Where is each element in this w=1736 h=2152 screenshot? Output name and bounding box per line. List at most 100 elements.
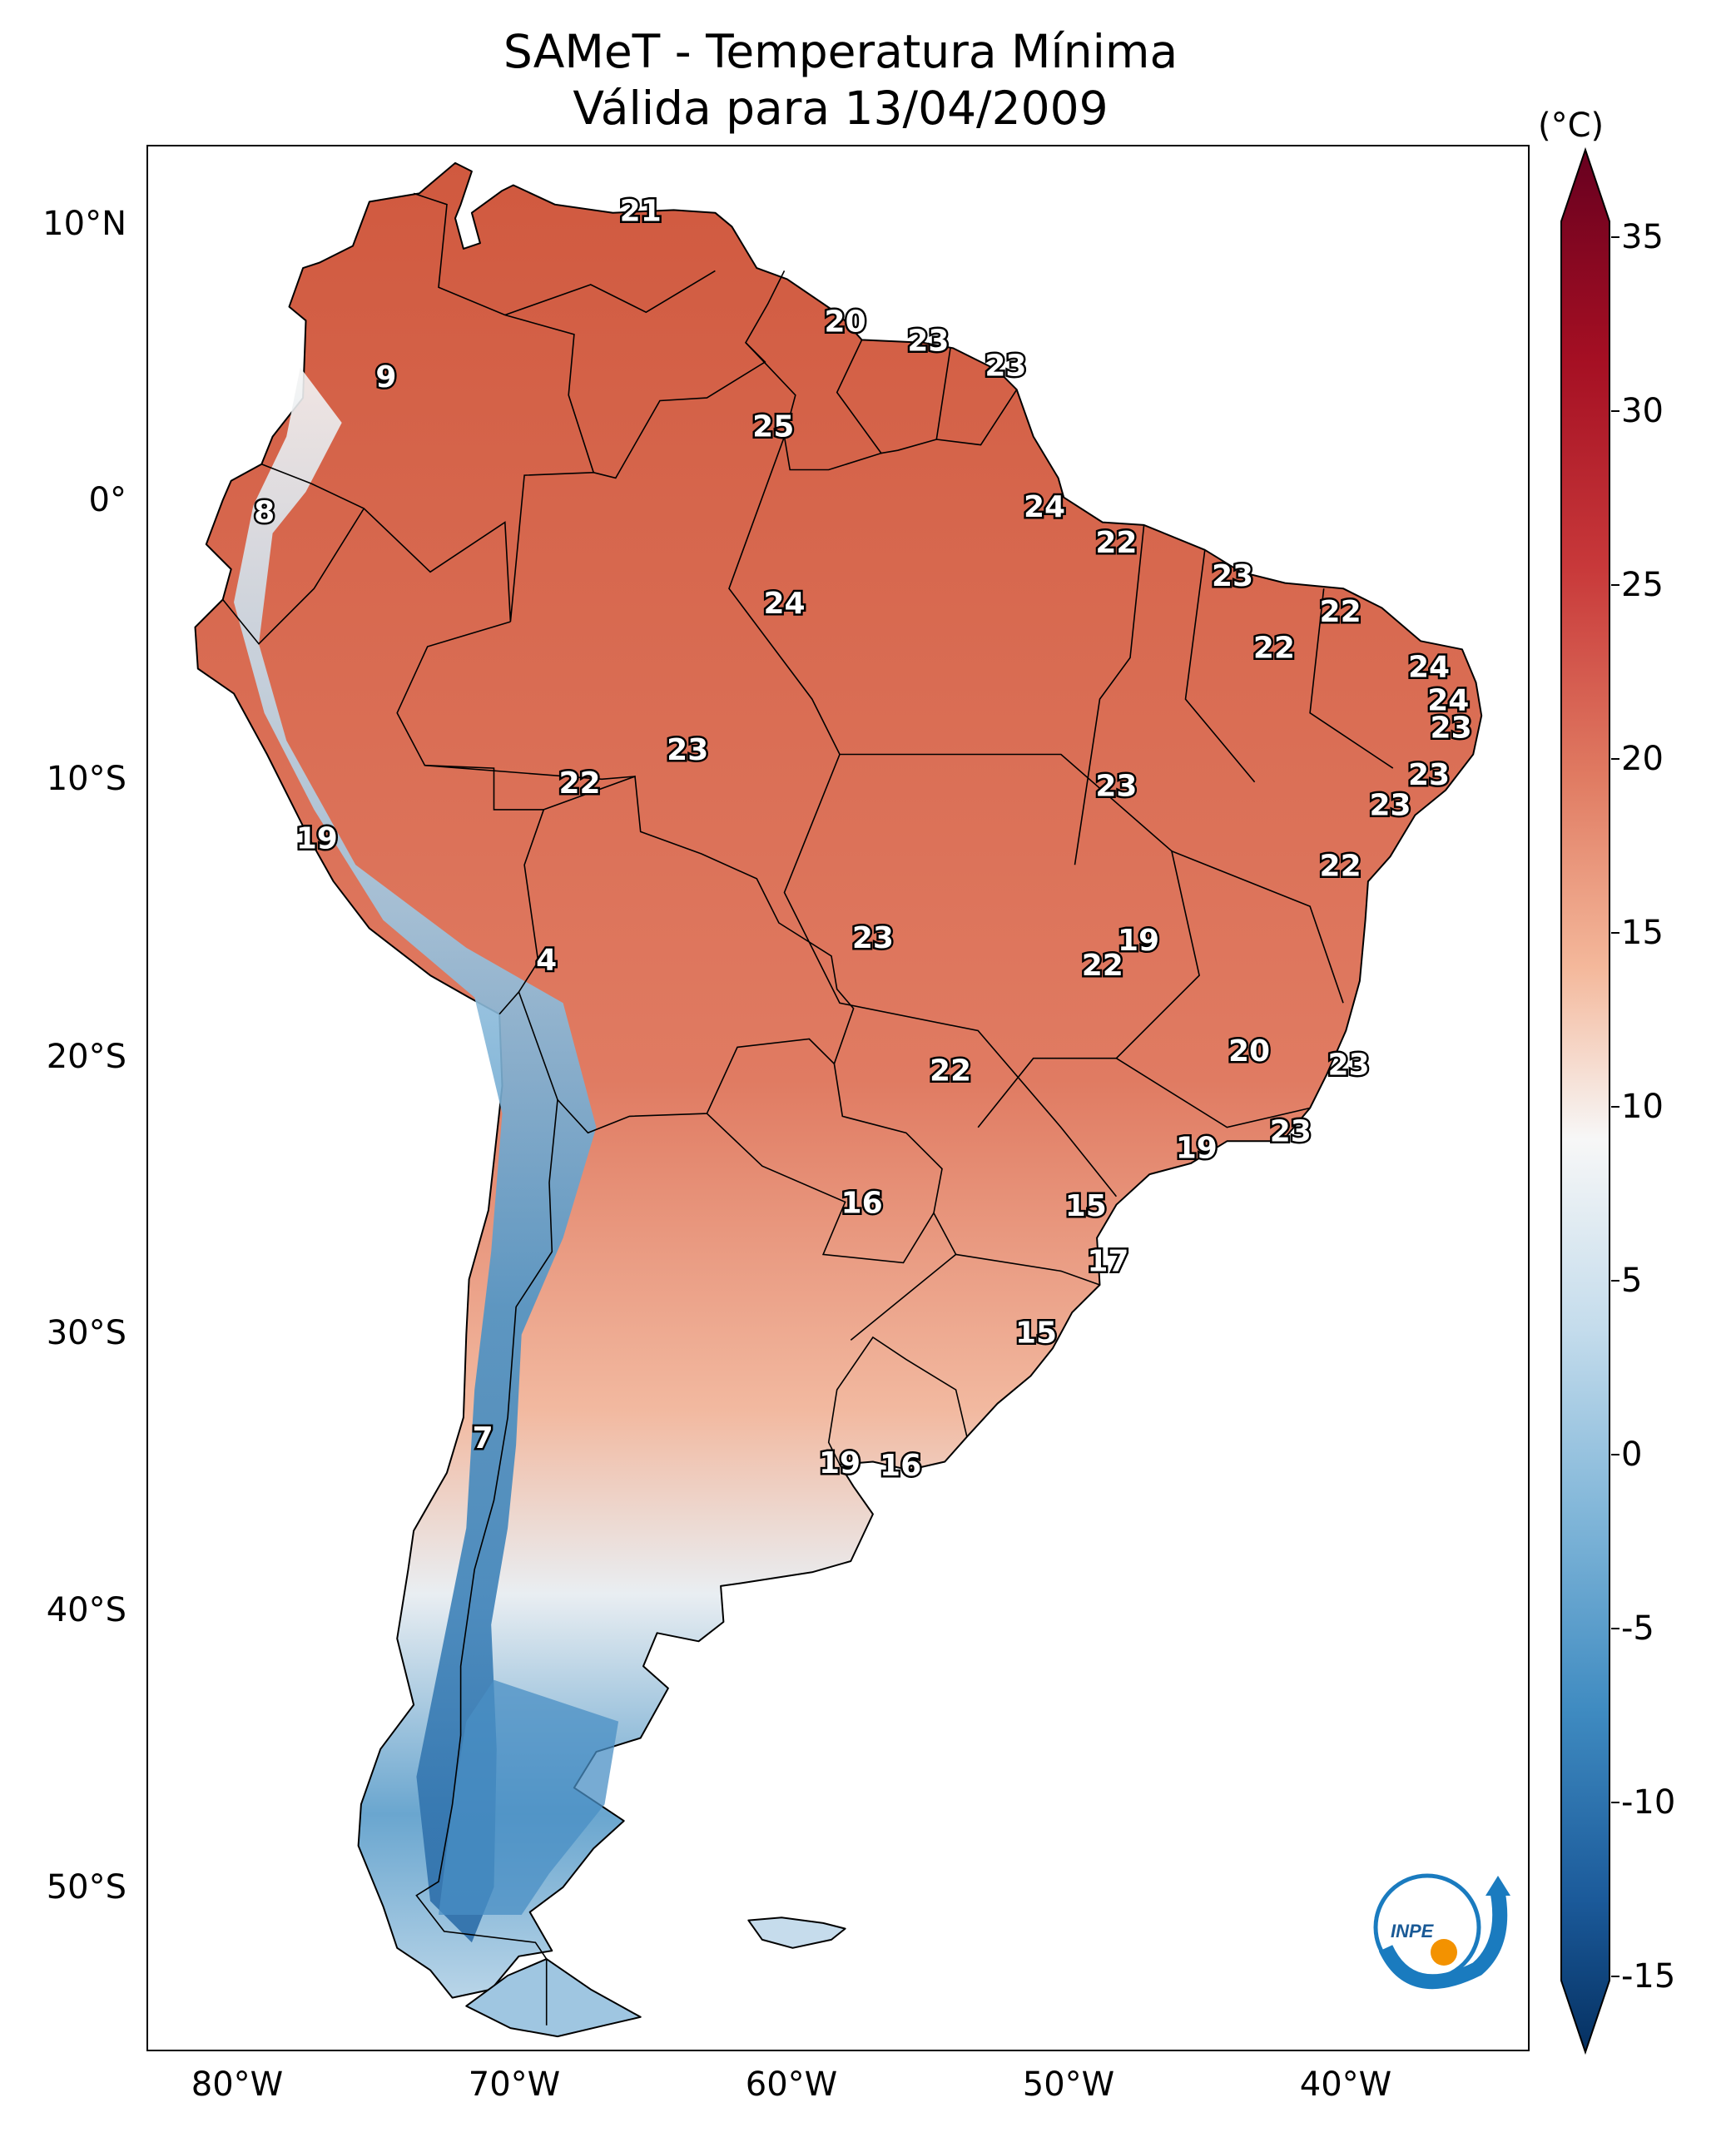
country-border bbox=[1171, 850, 1344, 1004]
cbar-tick bbox=[1611, 1454, 1619, 1455]
temperature-value-label: 21 bbox=[620, 195, 662, 229]
temperature-value-label: 22 bbox=[930, 1054, 971, 1088]
cbar-label-35: 35 bbox=[1621, 218, 1664, 256]
cbar-tick bbox=[1611, 932, 1619, 934]
cbar-label-5: 5 bbox=[1621, 1262, 1643, 1300]
temperature-value-label: 16 bbox=[880, 1449, 921, 1483]
title-line-1: SAMeT - Temperatura Mínima bbox=[503, 25, 1178, 78]
colorbar-unit: (°C) bbox=[1538, 107, 1605, 145]
land-layer bbox=[194, 161, 1483, 2038]
temperature-value-label: 17 bbox=[1087, 1244, 1128, 1278]
country-border bbox=[783, 754, 1118, 1197]
cbar-tick bbox=[1611, 758, 1619, 760]
temperature-value-label: 19 bbox=[1118, 924, 1159, 958]
country-border bbox=[1184, 549, 1256, 783]
country-border bbox=[1309, 588, 1394, 769]
country-border bbox=[518, 991, 835, 1134]
temperature-value-label: 4 bbox=[536, 944, 557, 978]
cbar-tick bbox=[1611, 1106, 1619, 1108]
cbar-tick bbox=[1611, 1802, 1619, 1803]
temperature-value-label: 24 bbox=[1408, 651, 1450, 685]
country-border bbox=[504, 270, 716, 316]
temperature-value-label: 23 bbox=[1095, 769, 1137, 803]
temperature-value-label: 24 bbox=[763, 587, 805, 621]
country-border bbox=[745, 340, 883, 471]
colorbar bbox=[1560, 146, 1610, 2055]
lon-label-40w: 40°W bbox=[1299, 2065, 1392, 2104]
lat-label-50s: 50°S bbox=[46, 1868, 126, 1907]
temperature-value-label: 23 bbox=[985, 350, 1026, 384]
country-borders-layer bbox=[222, 192, 1394, 2026]
lat-label-30s: 30°S bbox=[46, 1314, 126, 1352]
lat-label-10n: 10°N bbox=[42, 205, 126, 243]
colorbar-fill bbox=[1560, 146, 1610, 2055]
country-border bbox=[222, 508, 365, 645]
tierra-del-fuego bbox=[465, 1958, 642, 2038]
temperature-value-label: 8 bbox=[254, 496, 275, 530]
logo-arc bbox=[1378, 1892, 1508, 1990]
cbar-label-0: 0 bbox=[1621, 1435, 1643, 1474]
temperature-value-label: 19 bbox=[1176, 1131, 1218, 1165]
cbar-label-25: 25 bbox=[1621, 566, 1664, 604]
temperature-value-label: 20 bbox=[1228, 1034, 1270, 1069]
temperature-value-label: 16 bbox=[841, 1187, 883, 1221]
temperature-value-label: 19 bbox=[296, 821, 338, 855]
temperature-value-label: 15 bbox=[1015, 1316, 1057, 1351]
cbar-tick bbox=[1611, 1628, 1619, 1629]
map-title: SAMeT - Temperatura Mínima Válida para 1… bbox=[150, 23, 1531, 136]
lat-label-20s: 20°S bbox=[46, 1038, 126, 1076]
country-border bbox=[261, 464, 594, 622]
patagonia-cold-area bbox=[439, 1679, 619, 1915]
country-border bbox=[955, 1253, 1100, 1286]
temperature-value-label: 23 bbox=[1270, 1114, 1312, 1148]
country-border bbox=[827, 1336, 968, 1465]
country-border bbox=[706, 1064, 943, 1264]
country-border bbox=[396, 621, 545, 1015]
lon-label-80w: 80°W bbox=[191, 2065, 284, 2104]
title-line-2: Válida para 13/04/2009 bbox=[573, 82, 1109, 135]
cbar-tick bbox=[1611, 236, 1619, 238]
logo-arrow bbox=[1486, 1876, 1510, 1896]
temperature-value-label: 22 bbox=[1320, 595, 1362, 629]
country-border bbox=[728, 436, 1200, 1128]
cbar-label-10: 10 bbox=[1621, 1088, 1664, 1126]
cbar-label-minus10: -10 bbox=[1621, 1783, 1676, 1822]
country-border bbox=[543, 775, 855, 1064]
lon-label-70w: 70°W bbox=[468, 2065, 561, 2104]
temperature-value-label: 23 bbox=[852, 921, 894, 955]
temperature-value-label: 19 bbox=[819, 1446, 861, 1480]
lat-label-0: 0° bbox=[88, 481, 126, 519]
cbar-tick bbox=[1611, 1976, 1619, 1977]
temperature-value-label: 23 bbox=[1431, 712, 1472, 746]
country-border bbox=[415, 1099, 558, 1960]
temperature-value-label: 9 bbox=[375, 360, 396, 394]
map-panel[interactable]: 21 20 23 23 9 25 8 24 22 23 24 22 22 24 24 23 23 23 22 23 23… bbox=[146, 145, 1530, 2051]
country-border bbox=[936, 389, 1018, 446]
temperature-value-label: 24 bbox=[1427, 683, 1469, 717]
logo-wordmark: INPE bbox=[1391, 1921, 1435, 1941]
lon-label-50w: 50°W bbox=[1022, 2065, 1115, 2104]
temperature-value-label: 25 bbox=[752, 410, 794, 444]
temperature-value-label: 7 bbox=[473, 1421, 494, 1455]
temperature-value-label: 22 bbox=[558, 766, 600, 801]
cbar-label-20: 20 bbox=[1621, 740, 1664, 778]
inpe-logo: INPE bbox=[1373, 1873, 1510, 1990]
cbar-label-30: 30 bbox=[1621, 392, 1664, 430]
temperature-value-label: 22 bbox=[1095, 526, 1137, 560]
temperature-value-label: 23 bbox=[1408, 758, 1450, 792]
cbar-tick bbox=[1611, 1280, 1619, 1282]
falkland-islands bbox=[747, 1916, 846, 1949]
temperature-value-label: 24 bbox=[1024, 490, 1065, 524]
country-border bbox=[1115, 1058, 1311, 1128]
cbar-tick bbox=[1611, 410, 1619, 412]
country-border bbox=[880, 348, 951, 454]
temperature-value-label: 23 bbox=[907, 325, 949, 359]
country-border bbox=[424, 764, 636, 781]
lat-label-10s: 10°S bbox=[46, 760, 126, 798]
lat-label-40s: 40°S bbox=[46, 1591, 126, 1629]
cbar-label-15: 15 bbox=[1621, 914, 1664, 952]
temperature-value-label: 23 bbox=[667, 733, 708, 767]
lon-label-60w: 60°W bbox=[745, 2065, 838, 2104]
